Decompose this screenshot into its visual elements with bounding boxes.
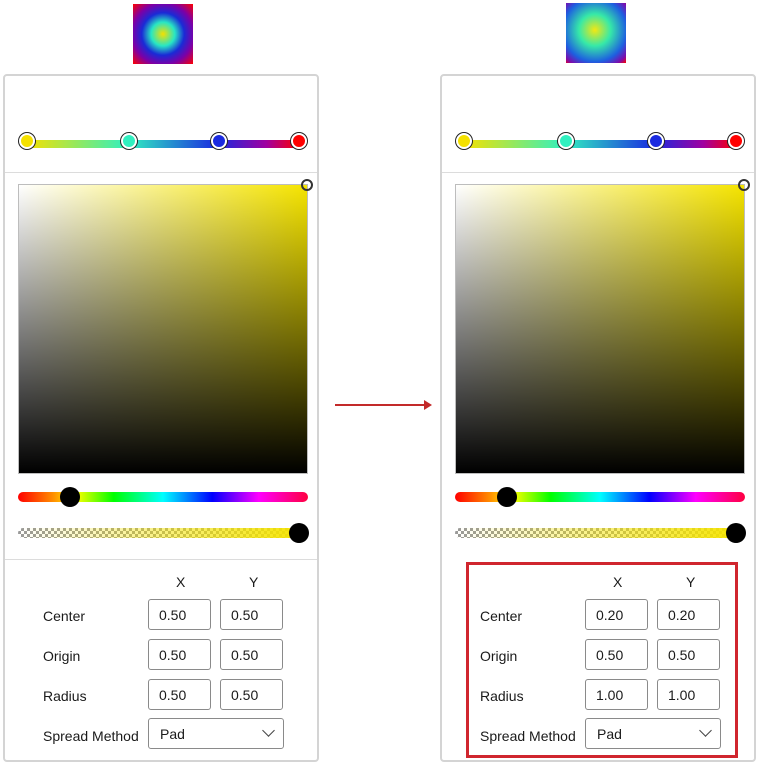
- arrow-right-icon: [335, 404, 425, 406]
- column-header-x: X: [176, 574, 186, 590]
- gradient-stop[interactable]: [211, 133, 227, 149]
- alpha-slider-thumb[interactable]: [289, 523, 309, 543]
- spread-method-select[interactable]: Pad: [585, 718, 721, 749]
- alpha-slider[interactable]: [18, 528, 308, 538]
- gradient-stop[interactable]: [19, 133, 35, 149]
- column-header-y: Y: [249, 574, 259, 590]
- origin-label: Origin: [480, 648, 518, 664]
- gradient-preview-before: [133, 4, 193, 64]
- origin-y-input[interactable]: 0.50: [220, 639, 283, 670]
- origin-y-input[interactable]: 0.50: [657, 639, 720, 670]
- center-label: Center: [43, 608, 86, 624]
- arrow-right-head: [424, 400, 432, 410]
- center-label: Center: [480, 608, 523, 624]
- gradient-stops-track[interactable]: [464, 140, 736, 148]
- gradient-stop[interactable]: [121, 133, 137, 149]
- center-x-input[interactable]: 0.20: [585, 599, 648, 630]
- divider: [442, 172, 754, 173]
- gradient-preview-after: [566, 3, 626, 63]
- gradient-stop[interactable]: [648, 133, 664, 149]
- hue-slider[interactable]: [18, 492, 308, 502]
- gradient-editor-panel-before: X Y Center 0.50 0.50 Origin 0.50 0.50 Ra…: [3, 74, 319, 762]
- spread-method-label: Spread Method: [43, 728, 139, 744]
- gradient-stops-track[interactable]: [27, 140, 299, 148]
- alpha-slider[interactable]: [455, 528, 745, 538]
- chevron-down-icon: [699, 724, 712, 737]
- radius-y-input[interactable]: 0.50: [220, 679, 283, 710]
- divider: [5, 172, 317, 173]
- gradient-stop[interactable]: [558, 133, 574, 149]
- spread-method-value: Pad: [597, 726, 622, 742]
- gradient-editor-panel-after: X Y Center 0.20 0.20 Origin 0.50 0.50 Ra…: [440, 74, 756, 762]
- highlighted-properties-region: [466, 562, 738, 758]
- gradient-stop[interactable]: [456, 133, 472, 149]
- radius-label: Radius: [43, 688, 87, 704]
- column-header-x: X: [613, 574, 623, 590]
- gradient-stop[interactable]: [728, 133, 744, 149]
- center-x-input[interactable]: 0.50: [148, 599, 211, 630]
- spread-method-select[interactable]: Pad: [148, 718, 284, 749]
- chevron-down-icon: [262, 724, 275, 737]
- spread-method-value: Pad: [160, 726, 185, 742]
- radius-x-input[interactable]: 1.00: [585, 679, 648, 710]
- gradient-stop[interactable]: [291, 133, 307, 149]
- hue-slider-thumb[interactable]: [497, 487, 517, 507]
- spread-method-label: Spread Method: [480, 728, 576, 744]
- origin-label: Origin: [43, 648, 81, 664]
- radius-x-input[interactable]: 0.50: [148, 679, 211, 710]
- divider: [5, 559, 317, 560]
- center-y-input[interactable]: 0.50: [220, 599, 283, 630]
- color-picker-marker[interactable]: [738, 179, 750, 191]
- saturation-value-picker[interactable]: [18, 179, 313, 474]
- origin-x-input[interactable]: 0.50: [585, 639, 648, 670]
- radius-label: Radius: [480, 688, 524, 704]
- hue-slider[interactable]: [455, 492, 745, 502]
- hue-slider-thumb[interactable]: [60, 487, 80, 507]
- saturation-value-picker[interactable]: [455, 179, 750, 474]
- radius-y-input[interactable]: 1.00: [657, 679, 720, 710]
- color-picker-marker[interactable]: [301, 179, 313, 191]
- center-y-input[interactable]: 0.20: [657, 599, 720, 630]
- alpha-slider-thumb[interactable]: [726, 523, 746, 543]
- column-header-y: Y: [686, 574, 696, 590]
- origin-x-input[interactable]: 0.50: [148, 639, 211, 670]
